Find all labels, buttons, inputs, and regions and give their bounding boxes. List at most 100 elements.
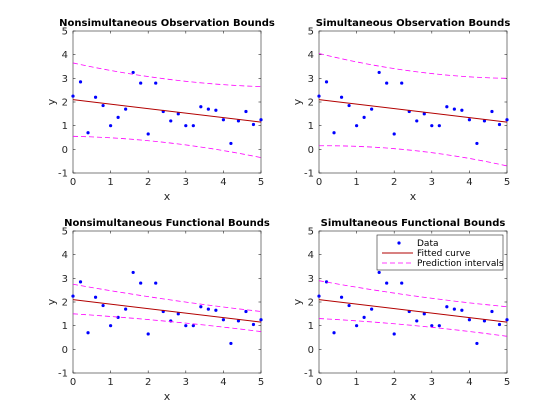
data-point bbox=[229, 341, 233, 346]
data-point bbox=[482, 119, 487, 123]
data-point bbox=[475, 341, 479, 346]
data-point bbox=[430, 324, 434, 328]
y-tick-label: 0 bbox=[62, 145, 68, 156]
x-tick-label: 5 bbox=[504, 177, 510, 188]
data-point bbox=[176, 112, 180, 116]
data-point bbox=[78, 280, 83, 284]
data-point bbox=[124, 107, 128, 111]
y-tick-label: 4 bbox=[308, 50, 314, 61]
data-point bbox=[505, 118, 509, 122]
data-point bbox=[475, 141, 479, 146]
data-point bbox=[482, 319, 487, 323]
data-point bbox=[139, 281, 143, 285]
data-point bbox=[199, 305, 203, 309]
y-tick-label: 3 bbox=[62, 274, 68, 285]
data-point bbox=[139, 81, 143, 85]
data-point bbox=[392, 332, 396, 336]
data-point bbox=[332, 331, 336, 335]
data-point bbox=[422, 112, 426, 116]
data-point bbox=[101, 103, 105, 108]
x-tick-label: 3 bbox=[183, 177, 189, 188]
data-point bbox=[490, 109, 494, 114]
data-point bbox=[317, 94, 321, 98]
data-point bbox=[392, 132, 396, 136]
data-point bbox=[236, 319, 241, 323]
data-point bbox=[460, 308, 464, 312]
x-tick-label: 1 bbox=[353, 177, 359, 188]
data-point bbox=[251, 122, 256, 127]
data-point bbox=[206, 107, 210, 111]
x-tick-label: 0 bbox=[70, 377, 76, 388]
data-point bbox=[214, 308, 218, 312]
data-point bbox=[86, 131, 90, 135]
y-tick-label: 0 bbox=[308, 145, 314, 156]
x-axis-label: x bbox=[164, 390, 171, 403]
y-tick-label: 4 bbox=[308, 250, 314, 261]
data-point bbox=[370, 307, 374, 311]
data-point bbox=[362, 115, 366, 119]
data-point bbox=[400, 81, 404, 85]
x-tick-label: 0 bbox=[316, 377, 322, 388]
y-axis-label: y bbox=[45, 298, 58, 305]
data-point bbox=[259, 318, 263, 322]
data-point bbox=[445, 305, 449, 309]
x-tick-label: 2 bbox=[145, 177, 151, 188]
x-tick-label: 3 bbox=[429, 177, 435, 188]
y-tick-label: 1 bbox=[62, 121, 68, 132]
data-point bbox=[445, 105, 449, 109]
data-point bbox=[497, 322, 502, 327]
data-point bbox=[124, 307, 128, 311]
data-point bbox=[377, 270, 381, 275]
y-tick-label: 2 bbox=[308, 98, 314, 109]
data-point bbox=[221, 318, 225, 322]
data-point bbox=[415, 119, 419, 123]
data-point bbox=[415, 319, 419, 323]
x-tick-label: 5 bbox=[258, 377, 264, 388]
data-point bbox=[377, 70, 381, 75]
x-axis-label: x bbox=[164, 190, 171, 203]
data-point bbox=[347, 103, 351, 108]
data-point bbox=[116, 115, 120, 119]
x-tick-label: 2 bbox=[391, 177, 397, 188]
legend-data-label: Data bbox=[417, 239, 439, 249]
data-point bbox=[146, 332, 150, 336]
data-point bbox=[191, 124, 195, 128]
y-tick-label: 2 bbox=[62, 98, 68, 109]
data-point bbox=[317, 294, 321, 298]
data-point bbox=[109, 324, 113, 328]
data-point bbox=[86, 331, 90, 335]
y-tick-label: -1 bbox=[58, 169, 68, 180]
data-point bbox=[146, 132, 150, 136]
data-point bbox=[71, 94, 75, 98]
data-point bbox=[339, 295, 344, 299]
panel-title: Simultaneous Functional Bounds bbox=[321, 218, 506, 229]
legend-bounds-label: Prediction intervals bbox=[417, 259, 504, 269]
x-axis-label: x bbox=[410, 390, 417, 403]
y-tick-label: -1 bbox=[304, 169, 314, 180]
x-tick-label: 1 bbox=[107, 177, 113, 188]
data-point bbox=[101, 303, 105, 308]
legend-fit-label: Fitted curve bbox=[417, 249, 471, 259]
data-point bbox=[324, 280, 329, 284]
data-point bbox=[244, 309, 248, 314]
data-point bbox=[214, 108, 218, 112]
axes-box bbox=[72, 230, 262, 374]
data-point bbox=[259, 118, 263, 122]
data-point bbox=[199, 105, 203, 109]
data-point bbox=[430, 124, 434, 128]
x-tick-label: 4 bbox=[466, 377, 472, 388]
x-tick-label: 0 bbox=[316, 177, 322, 188]
data-point bbox=[71, 294, 75, 298]
data-point bbox=[370, 107, 374, 111]
data-point bbox=[131, 70, 135, 75]
y-tick-label: 5 bbox=[62, 27, 68, 38]
data-point bbox=[460, 108, 464, 112]
data-point bbox=[131, 270, 135, 275]
x-tick-label: 4 bbox=[466, 177, 472, 188]
x-tick-label: 3 bbox=[183, 377, 189, 388]
fitted-curve bbox=[72, 99, 262, 123]
x-axis-label: x bbox=[410, 190, 417, 203]
